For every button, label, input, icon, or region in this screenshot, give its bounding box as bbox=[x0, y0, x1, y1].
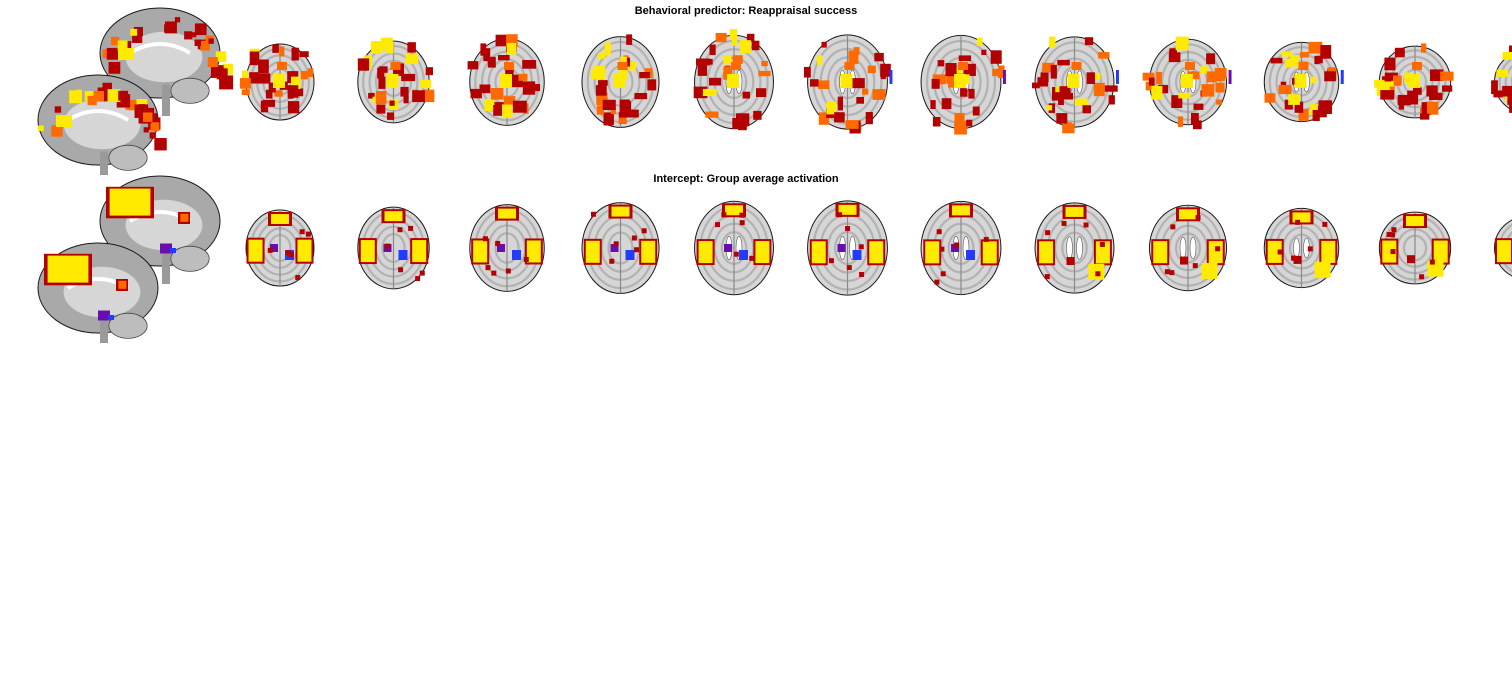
activation-blobs bbox=[106, 186, 190, 254]
axial-slice bbox=[1378, 211, 1452, 285]
activation-blobs bbox=[591, 34, 657, 126]
activation-blobs bbox=[1491, 45, 1512, 113]
axial-slice bbox=[804, 34, 893, 134]
activation-blobs bbox=[923, 203, 999, 285]
activation-blobs bbox=[358, 209, 429, 282]
axial-slice bbox=[920, 34, 1006, 135]
axial-slice bbox=[693, 29, 774, 131]
activation-blobs bbox=[1142, 36, 1232, 130]
sagittal-slice bbox=[99, 7, 234, 116]
sagittal-slice bbox=[37, 74, 167, 175]
activation-blobs bbox=[1264, 41, 1344, 121]
axial-slice bbox=[581, 34, 660, 128]
axial-slice bbox=[239, 43, 315, 121]
axial-slice bbox=[467, 34, 545, 126]
axial-slice bbox=[694, 200, 774, 296]
sagittal-slice bbox=[99, 175, 221, 284]
axial-slice bbox=[1142, 36, 1232, 130]
activation-blobs bbox=[1495, 238, 1512, 265]
activation-blobs bbox=[471, 206, 543, 276]
figure-row-predictor: Behavioral predictor: Reappraisal succes… bbox=[0, 0, 1512, 175]
axial-slice bbox=[1034, 202, 1115, 294]
figure-row-intercept: Intercept: Group average activation bbox=[0, 168, 1512, 343]
activation-blobs bbox=[1374, 43, 1454, 120]
sagittal-slice bbox=[37, 242, 159, 343]
activation-blobs bbox=[696, 203, 772, 266]
activation-blobs bbox=[38, 82, 167, 151]
activation-blobs bbox=[1151, 207, 1225, 279]
brain-montage-predictor bbox=[37, 7, 1512, 175]
axial-slice bbox=[807, 200, 888, 296]
axial-slice bbox=[1494, 218, 1512, 278]
activation-blobs bbox=[239, 44, 314, 114]
activation-blobs bbox=[809, 202, 886, 277]
activation-blobs bbox=[1380, 214, 1450, 280]
axial-slice bbox=[1374, 43, 1454, 120]
axial-slice bbox=[920, 200, 1002, 296]
activation-blobs bbox=[44, 253, 128, 321]
activation-blobs bbox=[930, 37, 1006, 135]
axial-slice bbox=[581, 202, 660, 294]
activation-blobs bbox=[693, 29, 771, 131]
axial-slice bbox=[245, 209, 315, 287]
activation-blobs bbox=[583, 204, 658, 265]
activation-blobs bbox=[1265, 210, 1338, 278]
activation-blobs bbox=[1037, 204, 1112, 280]
axial-slice bbox=[1263, 41, 1344, 123]
row-title: Intercept: Group average activation bbox=[653, 173, 839, 185]
activation-blobs bbox=[804, 41, 893, 134]
row-title: Behavioral predictor: Reappraisal succes… bbox=[634, 5, 858, 17]
brain-montage-intercept bbox=[37, 175, 1512, 343]
axial-slice bbox=[469, 204, 545, 292]
activation-blobs bbox=[1032, 36, 1119, 134]
axial-slice bbox=[357, 206, 430, 290]
activation-blobs bbox=[467, 34, 540, 118]
activation-blobs bbox=[357, 37, 435, 120]
activation-blobs bbox=[246, 212, 314, 281]
axial-slice bbox=[1148, 204, 1228, 292]
blank-figure-area bbox=[0, 345, 1512, 700]
axial-slice bbox=[1032, 36, 1119, 134]
axial-slice bbox=[357, 37, 435, 124]
activation-blobs bbox=[102, 17, 234, 90]
axial-slice bbox=[1491, 45, 1512, 113]
axial-slice bbox=[1263, 207, 1340, 289]
